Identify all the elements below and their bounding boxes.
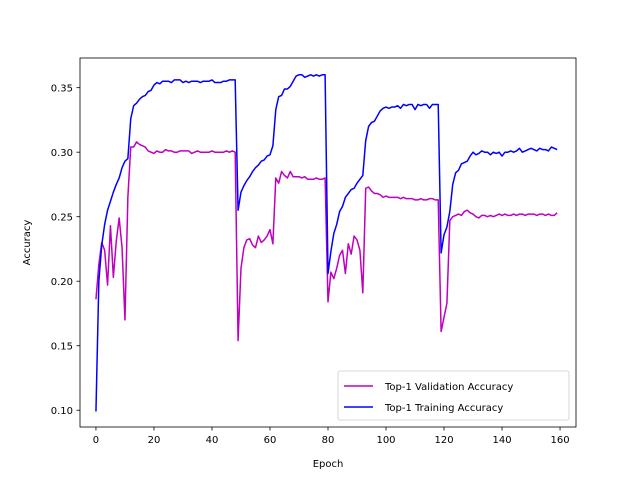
x-tick-label: 160	[550, 435, 569, 446]
y-tick-label: 0.20	[51, 277, 73, 288]
x-tick-label: 100	[376, 435, 395, 446]
x-tick-label: 20	[148, 435, 161, 446]
y-tick-label: 0.30	[51, 148, 73, 159]
series-layer	[95, 74, 558, 412]
y-tick-label: 0.35	[51, 83, 73, 94]
y-tick-label: 0.10	[51, 406, 73, 417]
x-tick-label: 0	[93, 435, 99, 446]
legend-label-training: Top-1 Training Accuracy	[384, 403, 503, 414]
x-tick-label: 120	[434, 435, 453, 446]
series-line-1	[95, 74, 558, 412]
legend: Top-1 Validation Accuracy Top-1 Training…	[337, 370, 570, 421]
y-tick-label: 0.25	[51, 212, 73, 223]
x-tick-label: 40	[206, 435, 219, 446]
legend-box	[337, 370, 570, 421]
x-tick-label: 80	[322, 435, 335, 446]
x-axis: 0 20 40 60 80 100 120 140 160	[93, 427, 570, 446]
x-axis-label: Epoch	[313, 459, 344, 470]
y-axis: 0.10 0.15 0.20 0.25 0.30 0.35	[51, 83, 80, 417]
x-tick-label: 60	[264, 435, 277, 446]
x-tick-label: 140	[492, 435, 511, 446]
series-line-0	[95, 141, 558, 342]
legend-label-validation: Top-1 Validation Accuracy	[384, 382, 513, 393]
y-tick-label: 0.15	[51, 341, 73, 352]
y-axis-label: Accuracy	[22, 220, 33, 266]
